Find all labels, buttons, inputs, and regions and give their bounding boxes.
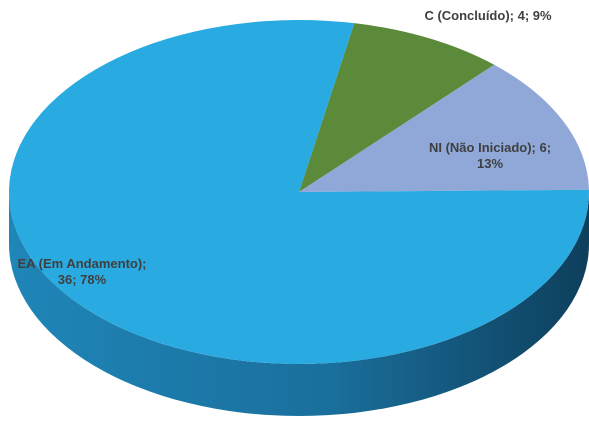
- pie-tops: [9, 20, 589, 364]
- pie-sides: [9, 192, 589, 416]
- pie-side-ea: [9, 192, 589, 416]
- data-label-ea: EA (Em Andamento); 36; 78%: [17, 256, 146, 287]
- pie-slice-c: [299, 23, 495, 192]
- pie-slice-ea: [9, 20, 589, 364]
- data-label-c: C (Concluído); 4; 9%: [424, 8, 552, 23]
- pie-labels: C (Concluído); 4; 9% NI (Não Iniciado); 6…: [17, 8, 552, 287]
- pie-slice-ni: [299, 64, 589, 192]
- data-label-ni: NI (Não Iniciado); 6; 13%: [429, 140, 551, 171]
